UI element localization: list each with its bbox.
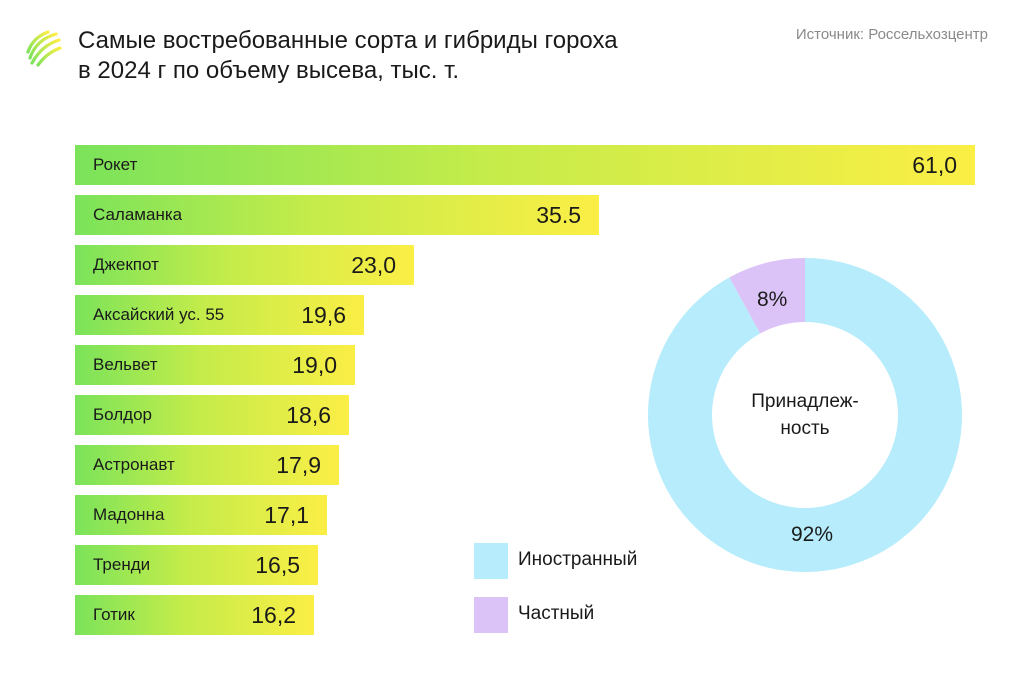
bar-value-label: 61,0 (912, 152, 957, 178)
bar: Болдор 18,6 (75, 395, 349, 435)
bar-value-label: 35.5 (536, 202, 581, 228)
bar-value-label: 16,5 (255, 552, 300, 578)
bar-category-label: Джекпот (93, 255, 159, 274)
leaf-logo-icon (26, 30, 62, 67)
chart-title: Самые востребованные сорта и гибриды гор… (78, 26, 718, 86)
bar-value-label: 19,6 (301, 302, 346, 328)
legend-label-private: Частный (518, 603, 595, 624)
bar: Аксайский ус. 55 19,6 (75, 295, 364, 335)
bar-category-label: Саламанка (93, 205, 183, 224)
donut-slice-private (729, 258, 805, 334)
legend-label-foreign: Иностранный (518, 549, 638, 570)
bar: Мадонна 17,1 (75, 495, 327, 535)
legend-swatch-private (474, 597, 508, 633)
bar-value-label: 19,0 (292, 352, 337, 378)
slice-label-foreign: 92% (791, 523, 834, 546)
bar-value-label: 16,2 (251, 602, 296, 628)
bar-value-label: 17,1 (264, 502, 309, 528)
bar-category-label: Астронавт (93, 455, 175, 474)
bar-category-label: Тренди (93, 555, 151, 574)
bar-category-label: Вельвет (93, 355, 158, 374)
bar: Джекпот 23,0 (75, 245, 414, 285)
slice-label-private: 8% (757, 288, 788, 311)
bar-category-label: Готик (93, 605, 135, 624)
bar-category-label: Болдор (93, 405, 152, 424)
bar: Вельвет 19,0 (75, 345, 355, 385)
bar-value-label: 18,6 (286, 402, 331, 428)
source-note: Источник: Россельхозцентр (795, 26, 988, 43)
legend-swatch-foreign (474, 543, 508, 579)
chart-title-line2: в 2024 г по объему высева, тыс. т. (78, 57, 460, 84)
chart-title-line1: Самые востребованные сорта и гибриды гор… (78, 27, 618, 54)
bar-value-label: 17,9 (276, 452, 321, 478)
donut-slice-foreign (648, 258, 962, 572)
bar-value-label: 23,0 (351, 252, 396, 278)
bar: Тренди 16,5 (75, 545, 318, 585)
bar-category-label: Мадонна (93, 505, 165, 524)
donut-chart (648, 258, 962, 572)
bar: Готик 16,2 (75, 595, 314, 635)
bar-category-label: Рокет (93, 155, 138, 174)
bar: Рокет 61,0 (75, 145, 975, 185)
bar: Саламанка 35.5 (75, 195, 599, 235)
bar-category-label: Аксайский ус. 55 (93, 305, 225, 324)
bar: Астронавт 17,9 (75, 445, 339, 485)
